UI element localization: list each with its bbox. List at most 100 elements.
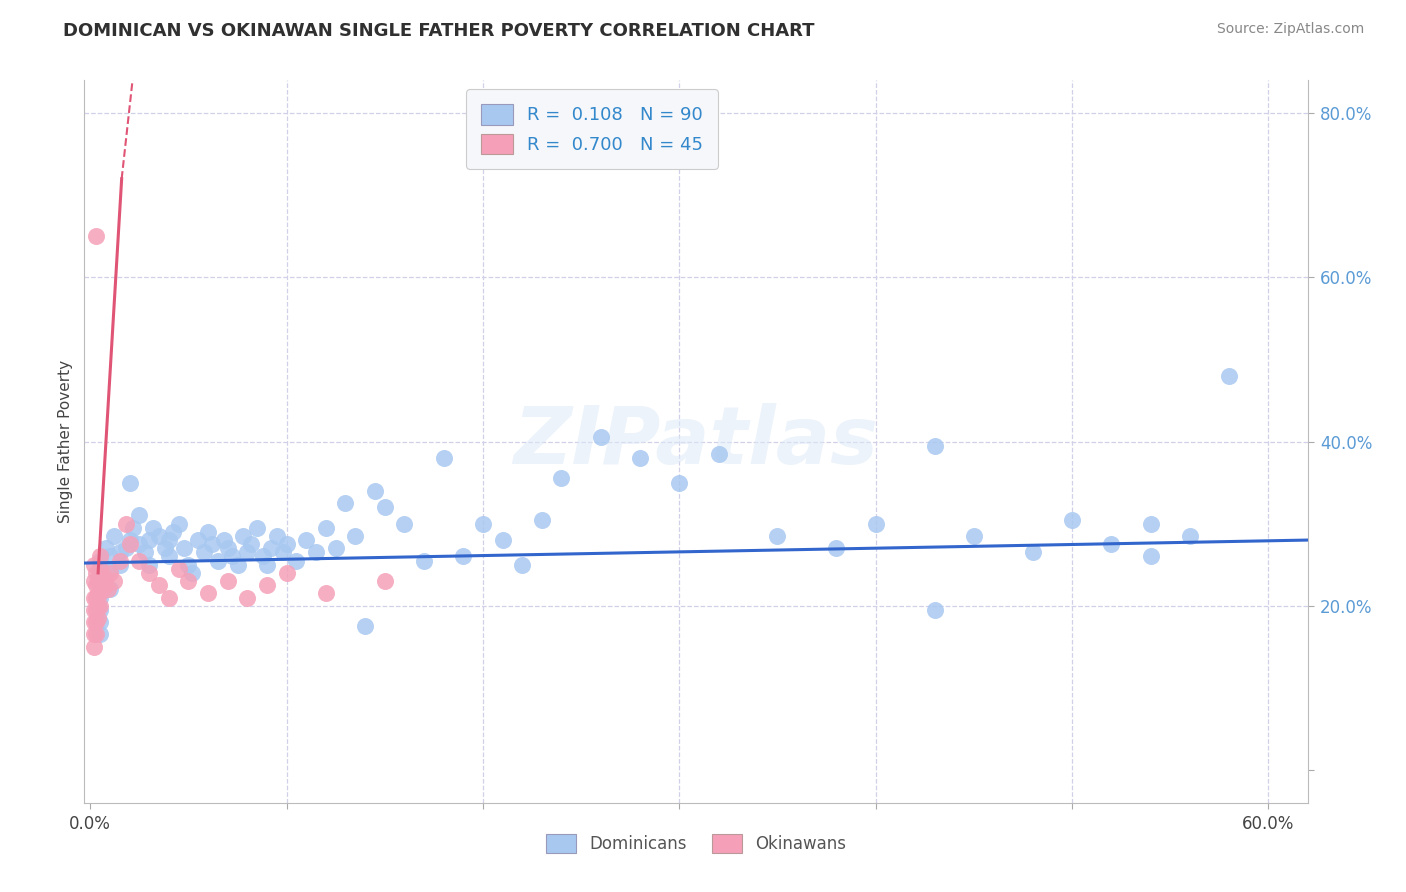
Point xyxy=(98,562,121,576)
Point xyxy=(108,558,131,572)
Point xyxy=(865,516,887,531)
Point xyxy=(94,578,117,592)
Point xyxy=(530,512,553,526)
Point xyxy=(87,599,110,613)
Point xyxy=(550,471,572,485)
Point xyxy=(217,541,239,556)
Point xyxy=(128,508,150,523)
Point xyxy=(97,582,120,597)
Point xyxy=(252,549,274,564)
Point xyxy=(83,615,105,630)
Point xyxy=(98,549,121,564)
Point xyxy=(226,558,249,572)
Point xyxy=(589,430,612,444)
Point xyxy=(89,562,111,576)
Point xyxy=(207,553,229,567)
Point xyxy=(87,586,110,600)
Point xyxy=(1178,529,1201,543)
Point xyxy=(84,615,107,630)
Point xyxy=(103,529,125,543)
Point xyxy=(825,541,848,556)
Point xyxy=(138,558,160,572)
Point xyxy=(276,566,298,580)
Point xyxy=(148,529,170,543)
Point xyxy=(108,553,131,567)
Point xyxy=(628,450,651,465)
Point xyxy=(157,533,180,547)
Point xyxy=(138,566,160,580)
Point xyxy=(394,516,416,531)
Point xyxy=(84,578,107,592)
Point xyxy=(167,516,190,531)
Point xyxy=(83,640,105,654)
Point xyxy=(177,558,200,572)
Point xyxy=(354,619,377,633)
Point xyxy=(1099,537,1122,551)
Point xyxy=(83,591,105,605)
Point xyxy=(94,541,117,556)
Point xyxy=(1139,549,1161,564)
Point xyxy=(157,591,180,605)
Point xyxy=(148,578,170,592)
Point xyxy=(491,533,513,547)
Point xyxy=(668,475,690,490)
Point xyxy=(236,545,259,559)
Point xyxy=(236,591,259,605)
Point xyxy=(305,545,328,559)
Point xyxy=(177,574,200,588)
Point xyxy=(924,439,946,453)
Point xyxy=(285,553,308,567)
Point xyxy=(453,549,475,564)
Point xyxy=(766,529,789,543)
Point xyxy=(93,570,115,584)
Point xyxy=(240,537,263,551)
Point xyxy=(89,586,111,600)
Point xyxy=(114,541,136,556)
Point xyxy=(256,558,278,572)
Point xyxy=(1060,512,1083,526)
Point xyxy=(108,545,131,559)
Point xyxy=(271,545,294,559)
Point xyxy=(276,537,298,551)
Point xyxy=(924,603,946,617)
Point xyxy=(87,611,110,625)
Point xyxy=(315,586,337,600)
Point xyxy=(157,549,180,564)
Point xyxy=(413,553,436,567)
Point xyxy=(89,553,111,567)
Point xyxy=(89,578,111,592)
Point xyxy=(87,574,110,588)
Point xyxy=(162,524,184,539)
Point xyxy=(295,533,318,547)
Point xyxy=(246,521,269,535)
Point xyxy=(167,562,190,576)
Point xyxy=(118,537,141,551)
Point xyxy=(98,582,121,597)
Y-axis label: Single Father Poverty: Single Father Poverty xyxy=(58,360,73,523)
Point xyxy=(91,582,114,597)
Point xyxy=(315,521,337,535)
Point xyxy=(89,591,111,605)
Point xyxy=(217,574,239,588)
Point xyxy=(89,627,111,641)
Point xyxy=(83,627,105,641)
Point xyxy=(963,529,986,543)
Point xyxy=(89,599,111,613)
Point xyxy=(510,558,533,572)
Point xyxy=(325,541,347,556)
Point xyxy=(374,574,396,588)
Point xyxy=(128,553,150,567)
Point xyxy=(344,529,367,543)
Point xyxy=(89,566,111,580)
Point xyxy=(707,447,730,461)
Point xyxy=(173,541,195,556)
Point xyxy=(84,627,107,641)
Point xyxy=(118,533,141,547)
Text: DOMINICAN VS OKINAWAN SINGLE FATHER POVERTY CORRELATION CHART: DOMINICAN VS OKINAWAN SINGLE FATHER POVE… xyxy=(63,22,814,40)
Point xyxy=(89,574,111,588)
Point xyxy=(471,516,494,531)
Legend: Dominicans, Okinawans: Dominicans, Okinawans xyxy=(540,827,852,860)
Point xyxy=(260,541,283,556)
Point xyxy=(187,533,209,547)
Point xyxy=(232,529,254,543)
